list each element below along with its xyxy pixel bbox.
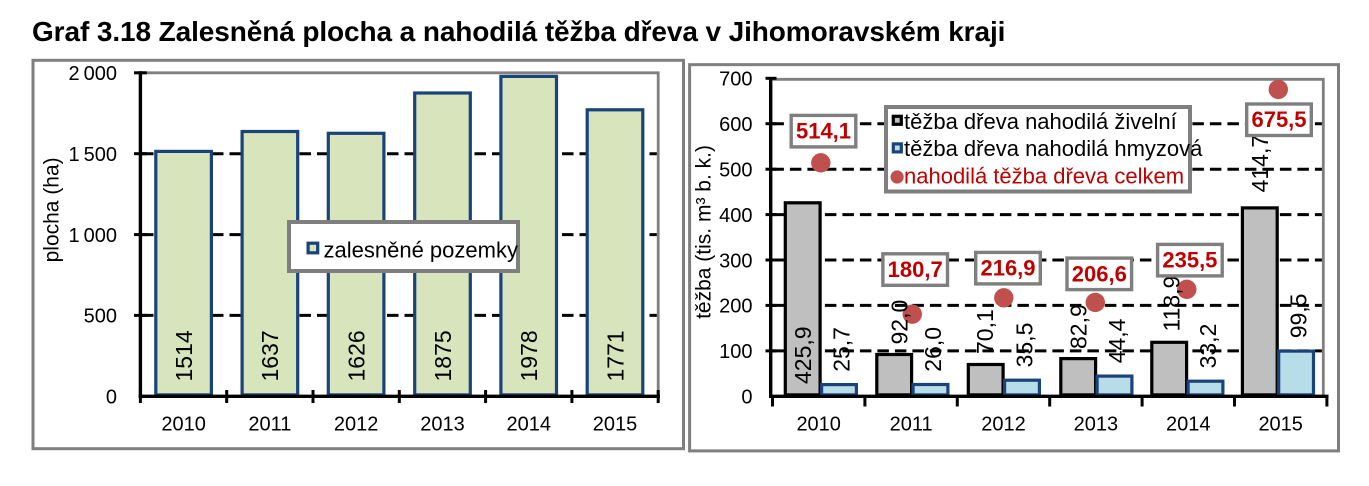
svg-text:514,1: 514,1 [796,119,851,144]
svg-text:70,1: 70,1 [972,309,998,354]
svg-text:2011: 2011 [248,414,291,436]
svg-text:těžba dřeva nahodilá živelní: těžba dřeva nahodilá živelní [904,109,1177,134]
svg-text:1771: 1771 [602,330,628,381]
svg-text:nahodilá těžba dřeva celkem: nahodilá těžba dřeva celkem [904,164,1184,189]
svg-text:206,6: 206,6 [1072,261,1127,286]
svg-text:425,9: 425,9 [790,326,816,384]
svg-text:216,9: 216,9 [980,256,1035,281]
svg-text:25,7: 25,7 [828,327,854,372]
svg-text:300: 300 [719,250,752,272]
svg-text:2013: 2013 [1074,414,1119,436]
svg-text:600: 600 [719,114,752,136]
svg-text:92,0: 92,0 [887,300,913,345]
svg-text:2014: 2014 [507,414,552,436]
svg-text:0: 0 [106,387,117,409]
svg-text:414,7: 414,7 [1247,135,1273,193]
svg-text:100: 100 [719,341,752,363]
svg-text:200: 200 [719,296,752,318]
svg-text:2012: 2012 [334,414,379,436]
svg-text:2 000: 2 000 [69,63,118,85]
svg-text:2010: 2010 [796,414,841,436]
svg-text:Graf 3.18 Zalesněná plocha a n: Graf 3.18 Zalesněná plocha a nahodilá tě… [32,16,1005,47]
svg-text:zalesněné pozemky: zalesněné pozemky [324,238,518,263]
svg-text:500: 500 [84,306,117,328]
svg-text:2015: 2015 [593,414,638,436]
svg-text:2013: 2013 [420,414,465,436]
svg-text:82,9: 82,9 [1066,304,1092,349]
svg-text:1875: 1875 [430,330,456,381]
svg-text:400: 400 [719,205,752,227]
svg-text:1 500: 1 500 [69,144,118,166]
svg-text:99,5: 99,5 [1285,294,1311,339]
svg-text:1626: 1626 [343,330,369,381]
svg-text:2011: 2011 [890,414,933,436]
svg-text:675,5: 675,5 [1251,107,1306,132]
svg-text:2010: 2010 [161,414,206,436]
svg-text:700: 700 [719,69,752,91]
svg-text:0: 0 [741,387,752,409]
svg-text:44,4: 44,4 [1104,318,1130,363]
svg-text:2015: 2015 [1258,414,1303,436]
svg-text:2014: 2014 [1166,414,1211,436]
svg-text:2012: 2012 [981,414,1026,436]
svg-text:1637: 1637 [257,330,283,381]
svg-text:plocha (ha): plocha (ha) [41,157,64,262]
svg-text:180,7: 180,7 [888,257,943,282]
svg-text:35,5: 35,5 [1011,323,1037,368]
svg-text:33,2: 33,2 [1195,324,1221,369]
svg-text:500: 500 [719,160,752,182]
svg-text:těžba dřeva nahodilá hmyzová: těžba dřeva nahodilá hmyzová [904,136,1203,161]
svg-text:26,0: 26,0 [920,327,946,372]
svg-text:1978: 1978 [516,330,542,381]
svg-text:1514: 1514 [171,330,197,381]
svg-text:118,9: 118,9 [1159,276,1185,332]
svg-text:těžba (tis. m³ b. k.): těžba (tis. m³ b. k.) [693,145,716,319]
svg-text:235,5: 235,5 [1162,248,1217,273]
svg-text:1 000: 1 000 [69,225,118,247]
